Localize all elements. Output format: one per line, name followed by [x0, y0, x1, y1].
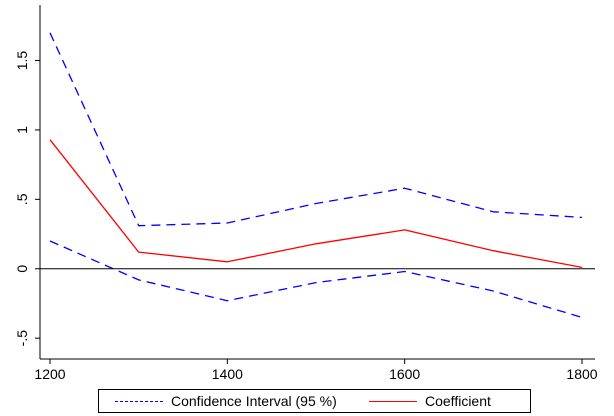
- legend-swatch-ci: [115, 400, 163, 402]
- x-tick-label: 1600: [389, 366, 420, 382]
- legend: Confidence Interval (95 %) Coefficient: [98, 389, 531, 413]
- series-line-ci-upper: [49, 32, 583, 227]
- legend-label-ci: Confidence Interval (95 %): [171, 393, 337, 409]
- y-tick-label: 1: [14, 126, 30, 134]
- series-line-coefficient: [49, 139, 583, 269]
- x-tick-label: 1200: [34, 366, 65, 382]
- x-tick-label: 1800: [566, 366, 597, 382]
- series-line-ci-lower: [49, 240, 583, 319]
- legend-swatch-coefficient: [369, 400, 417, 402]
- axes: -.5 0 .5 1 1.5 1200 1400 1600 1800: [14, 5, 598, 382]
- legend-item-ci: Confidence Interval (95 %): [115, 390, 337, 412]
- legend-item-coefficient: Coefficient: [369, 390, 491, 412]
- y-tick-label: 0: [14, 265, 30, 273]
- legend-label-coefficient: Coefficient: [425, 393, 491, 409]
- x-tick-label: 1400: [212, 366, 243, 382]
- y-tick-label: 1.5: [14, 51, 30, 71]
- y-tick-label: -.5: [14, 330, 30, 347]
- y-tick-label: .5: [14, 193, 30, 205]
- plot-area: [49, 32, 583, 319]
